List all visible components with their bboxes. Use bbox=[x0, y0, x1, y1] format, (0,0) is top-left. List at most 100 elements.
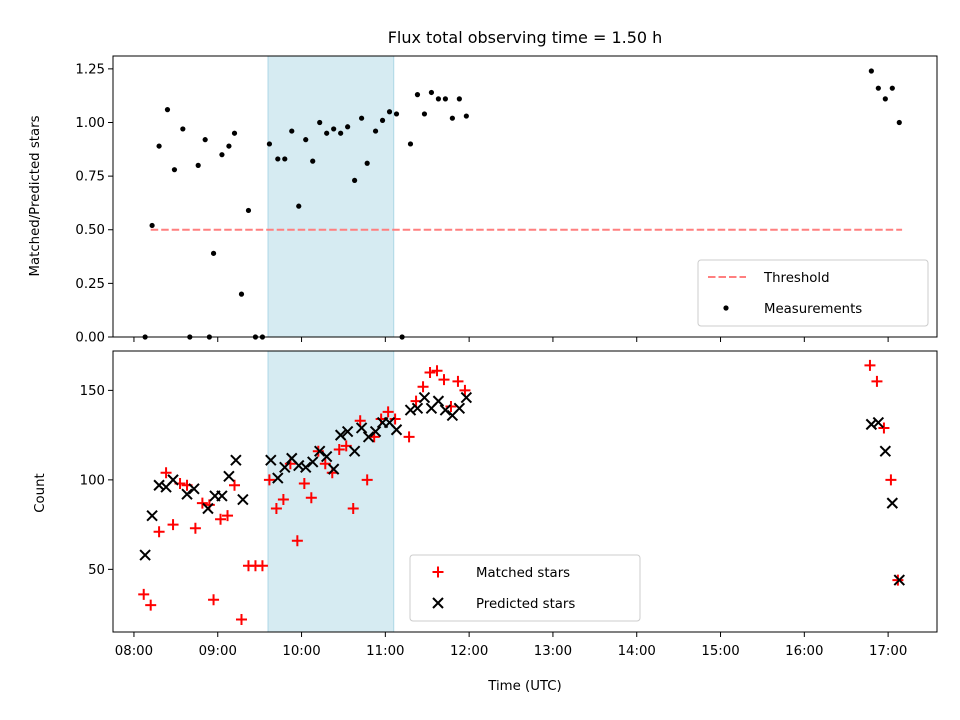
predicted-star-point bbox=[188, 483, 200, 495]
predicted-star-point bbox=[320, 450, 333, 463]
legend-box bbox=[697, 259, 929, 327]
matched-star-point bbox=[403, 431, 415, 443]
matched-star-point bbox=[189, 522, 201, 534]
top-legend: Threshold Measurements bbox=[697, 259, 929, 327]
legend-box bbox=[409, 554, 641, 622]
predicted-star-point bbox=[216, 490, 228, 502]
top-shaded-interval bbox=[267, 55, 395, 338]
matched-star-point bbox=[347, 503, 359, 515]
matched-star-point bbox=[452, 375, 464, 387]
legend-label: Measurements bbox=[764, 302, 862, 317]
matched-star-point bbox=[153, 526, 165, 538]
predicted-star-point bbox=[390, 424, 403, 436]
measurement-point bbox=[282, 156, 288, 162]
legend-label: Predicted stars bbox=[476, 597, 575, 612]
matched-star-point bbox=[431, 365, 443, 377]
measurement-point bbox=[324, 130, 330, 136]
bottom-axes-frame bbox=[112, 350, 938, 633]
measurement-point bbox=[195, 162, 201, 168]
x-tick-label: 12:00 bbox=[450, 644, 488, 659]
predicted-star-point bbox=[202, 502, 214, 515]
matched-star-point bbox=[208, 594, 220, 606]
predicted-star-point bbox=[237, 493, 249, 506]
x-tick-label: 15:00 bbox=[701, 644, 739, 659]
predicted-star-point bbox=[418, 391, 431, 404]
matched-star-point bbox=[305, 492, 317, 504]
measurement-point bbox=[331, 126, 337, 132]
measurement-point bbox=[386, 109, 393, 115]
measurement-point bbox=[882, 96, 888, 102]
x-tick-label: 16:00 bbox=[785, 644, 823, 659]
predicted-star-point bbox=[293, 459, 305, 472]
predicted-star-point bbox=[369, 425, 382, 438]
matched-star-point bbox=[256, 560, 268, 572]
measurement-point bbox=[171, 167, 178, 173]
matched-star-point bbox=[864, 359, 876, 371]
bottom-y-axis-label: Count bbox=[33, 473, 48, 513]
predicted-star-point bbox=[272, 472, 284, 484]
measurement-point bbox=[303, 137, 309, 143]
predicted-star-point bbox=[872, 416, 885, 429]
measurement-point bbox=[896, 119, 902, 126]
measurement-point bbox=[868, 68, 874, 74]
legend-measurement-swatch bbox=[723, 305, 729, 311]
matched-star-point bbox=[424, 366, 436, 378]
measurement-point bbox=[275, 156, 281, 162]
predicted-star-point bbox=[139, 549, 151, 561]
matched-star-point bbox=[291, 535, 303, 547]
legend-matched-swatch bbox=[432, 566, 444, 578]
measurement-point bbox=[164, 107, 171, 113]
legend-predicted-swatch bbox=[432, 597, 444, 609]
predicted-star-point bbox=[453, 402, 466, 414]
matched-star-point bbox=[277, 494, 289, 506]
measurement-point bbox=[414, 92, 421, 98]
measurement-point bbox=[442, 96, 448, 102]
top-y-axis-label: Matched/Predicted stars bbox=[28, 115, 43, 276]
predicted-star-point bbox=[167, 474, 179, 486]
predicted-star-point bbox=[439, 404, 452, 416]
matched-star-point bbox=[340, 440, 352, 452]
measurement-point bbox=[202, 137, 208, 143]
measurement-point bbox=[266, 141, 273, 147]
matched-star-point bbox=[438, 374, 450, 386]
predicted-star-point bbox=[230, 454, 242, 466]
measurement-point bbox=[156, 143, 162, 149]
predicted-star-point bbox=[327, 463, 340, 475]
predicted-star-point bbox=[348, 445, 361, 457]
matched-star-point bbox=[138, 588, 150, 600]
measurement-point bbox=[226, 143, 232, 149]
x-tick-label: 09:00 bbox=[199, 644, 237, 659]
x-tick-label: 10:00 bbox=[282, 644, 320, 659]
measurement-point bbox=[889, 85, 895, 91]
x-tick-label: 13:00 bbox=[534, 644, 572, 659]
predicted-star-point bbox=[404, 404, 417, 416]
measurement-point bbox=[379, 117, 386, 123]
predicted-star-point bbox=[432, 395, 445, 407]
x-tick-label: 08:00 bbox=[115, 644, 153, 659]
matched-star-point bbox=[215, 513, 227, 525]
matched-star-point bbox=[263, 474, 275, 486]
matched-star-point bbox=[871, 375, 883, 387]
measurement-point bbox=[393, 111, 400, 117]
predicted-star-point bbox=[146, 509, 158, 522]
predicted-star-point bbox=[341, 425, 354, 438]
predicted-star-point bbox=[879, 445, 892, 457]
matched-star-point bbox=[229, 479, 241, 491]
matched-star-point bbox=[319, 458, 331, 470]
predicted-star-point bbox=[865, 418, 878, 431]
x-tick-label: 11:00 bbox=[366, 644, 404, 659]
matched-star-point bbox=[417, 381, 429, 393]
measurement-point bbox=[296, 203, 302, 209]
matched-star-point bbox=[389, 413, 401, 425]
matched-star-point bbox=[459, 384, 471, 396]
legend-label: Matched stars bbox=[476, 566, 570, 581]
matched-star-point bbox=[235, 613, 247, 625]
measurement-point bbox=[372, 128, 379, 134]
top-y-tick-label: 0.50 bbox=[75, 223, 105, 238]
measurement-point bbox=[338, 130, 344, 136]
measurement-point bbox=[219, 152, 225, 158]
predicted-star-point bbox=[153, 479, 165, 491]
predicted-star-point bbox=[334, 429, 347, 441]
measurement-point bbox=[352, 177, 358, 184]
measurement-point bbox=[449, 115, 455, 121]
